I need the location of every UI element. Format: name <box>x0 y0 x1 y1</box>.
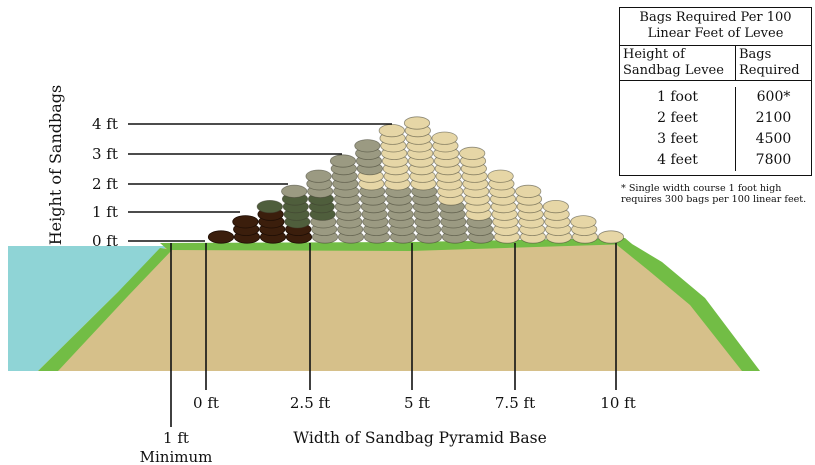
grass-left <box>38 248 172 371</box>
header-height-line1: Height of <box>623 47 685 62</box>
height-label-2ft: 2 ft <box>92 175 118 193</box>
table-cell-height: 4 feet <box>657 152 698 168</box>
table-cell-bags: 7800 <box>755 152 792 168</box>
footnote-line2: requires 300 bags per 100 linear feet. <box>621 194 807 205</box>
sandbag <box>542 200 569 214</box>
grass-right <box>617 238 760 371</box>
sandbag <box>305 169 332 183</box>
sandbag <box>597 230 625 244</box>
table-footnote: * Single width course 1 foot high requir… <box>621 183 813 205</box>
width-label-7-5ft: 7.5 ft <box>495 394 535 412</box>
water <box>8 246 168 371</box>
levee-soil <box>38 241 760 371</box>
sandbag <box>256 200 283 214</box>
table-body: 1 foot 2 feet 3 feet 4 feet 600* 2100 45… <box>620 81 811 175</box>
table-title-line1: Bags Required Per 100 <box>639 10 792 25</box>
table-height-column: 1 foot 2 feet 3 feet 4 feet <box>620 87 736 171</box>
sandbag <box>570 215 597 229</box>
height-label-1ft: 1 ft <box>92 203 118 221</box>
table-header-height: Height of Sandbag Levee <box>620 46 736 80</box>
table-cell-height: 1 foot <box>656 89 699 105</box>
table-title: Bags Required Per 100 Linear Feet of Lev… <box>620 8 811 46</box>
sandbag-pyramid <box>207 116 625 244</box>
y-axis-label: Height of Sandbags <box>46 85 65 246</box>
x-axis-label: Width of Sandbag Pyramid Base <box>293 429 547 447</box>
sandbag <box>329 154 357 168</box>
table-header-bags: Bags Required <box>736 46 811 80</box>
sandbag <box>487 169 514 183</box>
height-label-0ft: 0 ft <box>92 232 118 250</box>
sandbag <box>459 146 486 160</box>
height-label-3ft: 3 ft <box>92 145 118 163</box>
header-bags-line2: Required <box>739 63 800 78</box>
table-cell-height: 3 feet <box>657 131 698 147</box>
table-cell-bags: 2100 <box>755 110 792 126</box>
height-label-4ft: 4 ft <box>92 115 118 133</box>
height-guides <box>128 123 392 242</box>
table-title-line2: Linear Feet of Levee <box>647 26 784 41</box>
width-ticks <box>170 243 617 427</box>
width-label-0ft: 0 ft <box>193 394 219 412</box>
sandbag <box>378 124 405 138</box>
sandbag <box>354 139 381 153</box>
header-height-line2: Sandbag Levee <box>623 63 724 78</box>
sandbag <box>515 184 542 198</box>
sandbag <box>431 131 458 145</box>
table-cell-bags: 4500 <box>755 131 792 147</box>
sandbag <box>403 116 431 130</box>
minimum-label-line2: Minimum <box>140 448 213 465</box>
sandbag <box>207 230 235 244</box>
table-bags-column: 600* 2100 4500 7800 <box>736 87 811 171</box>
table-header-row: Height of Sandbag Levee Bags Required <box>620 46 811 81</box>
bags-required-table: Bags Required Per 100 Linear Feet of Lev… <box>619 7 812 176</box>
width-label-5ft: 5 ft <box>404 394 430 412</box>
header-bags-line1: Bags <box>739 47 772 62</box>
table-cell-bags: 600* <box>756 89 791 105</box>
table-cell-height: 2 feet <box>657 110 698 126</box>
minimum-label-line1: 1 ft <box>163 429 189 447</box>
sandbag <box>281 184 308 198</box>
width-label-2-5ft: 2.5 ft <box>290 394 330 412</box>
width-label-10ft: 10 ft <box>600 394 635 412</box>
footnote-line1: * Single width course 1 foot high <box>621 183 782 194</box>
sandbag <box>232 215 259 229</box>
